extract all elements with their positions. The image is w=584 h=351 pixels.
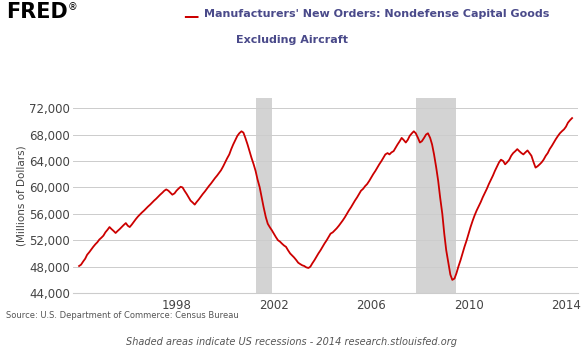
Text: Source: U.S. Department of Commerce: Census Bureau: Source: U.S. Department of Commerce: Cen… [6,311,239,320]
Text: Manufacturers' New Orders: Nondefense Capital Goods: Manufacturers' New Orders: Nondefense Ca… [204,9,550,19]
Bar [256,98,272,293]
Bar [416,98,457,293]
Text: Excluding Aircraft: Excluding Aircraft [236,35,348,45]
Text: FRED: FRED [6,2,68,22]
Y-axis label: (Millions of Dollars): (Millions of Dollars) [16,145,26,246]
Text: Shaded areas indicate US recessions - 2014 research.stlouisfed.org: Shaded areas indicate US recessions - 20… [127,338,457,347]
Text: —: — [183,9,199,24]
Text: ®: ® [67,2,77,12]
